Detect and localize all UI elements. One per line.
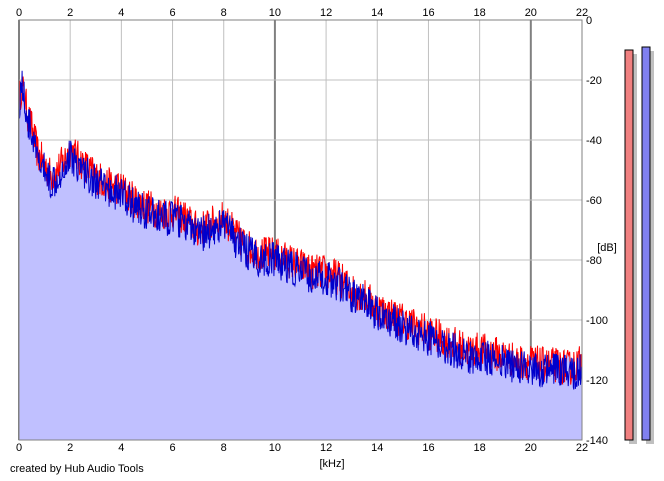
y-tick-label: -40 bbox=[586, 135, 602, 147]
x-tick-label-bottom: 18 bbox=[474, 442, 486, 454]
x-tick-label-top: 12 bbox=[320, 7, 332, 19]
x-tick-label-top: 20 bbox=[525, 7, 537, 19]
x-tick-label-top: 16 bbox=[422, 7, 434, 19]
x-tick-label-bottom: 2 bbox=[67, 442, 73, 454]
axis-layer: 002244668810101212141416161818202022220-… bbox=[16, 7, 608, 454]
y-tick-label: -80 bbox=[586, 255, 602, 267]
x-tick-label-top: 6 bbox=[169, 7, 175, 19]
meter-left bbox=[624, 49, 634, 441]
x-tick-label-bottom: 4 bbox=[118, 442, 124, 454]
x-tick-label-top: 14 bbox=[371, 7, 383, 19]
x-tick-label-bottom: 14 bbox=[371, 442, 383, 454]
x-tick-label-bottom: 12 bbox=[320, 442, 332, 454]
y-axis-label: [dB] bbox=[597, 242, 617, 254]
y-tick-label: -60 bbox=[586, 195, 602, 207]
meter-right bbox=[641, 46, 651, 441]
x-tick-label-bottom: 0 bbox=[16, 442, 22, 454]
x-tick-label-bottom: 10 bbox=[269, 442, 281, 454]
plot-border bbox=[18, 19, 583, 441]
x-tick-label-top: 22 bbox=[576, 7, 588, 19]
x-tick-label-top: 4 bbox=[118, 7, 124, 19]
level-meters bbox=[624, 46, 654, 444]
x-tick-label-bottom: 8 bbox=[221, 442, 227, 454]
y-tick-label: -20 bbox=[586, 75, 602, 87]
y-tick-label: -100 bbox=[586, 315, 608, 327]
y-tick-label: -140 bbox=[586, 435, 608, 447]
x-tick-label-top: 8 bbox=[221, 7, 227, 19]
x-axis-label: [kHz] bbox=[319, 458, 344, 470]
x-tick-label-bottom: 20 bbox=[525, 442, 537, 454]
x-tick-label-bottom: 16 bbox=[422, 442, 434, 454]
credit-text: created by Hub Audio Tools bbox=[10, 463, 144, 475]
y-tick-label: -120 bbox=[586, 375, 608, 387]
series-layer bbox=[18, 70, 583, 390]
x-tick-label-top: 10 bbox=[269, 7, 281, 19]
x-tick-label-top: 0 bbox=[16, 7, 22, 19]
y-tick-label: 0 bbox=[586, 15, 592, 27]
x-tick-label-top: 2 bbox=[67, 7, 73, 19]
series-line-blue bbox=[18, 70, 583, 390]
x-tick-label-top: 18 bbox=[474, 7, 486, 19]
x-tick-label-bottom: 6 bbox=[169, 442, 175, 454]
x-tick-label-bottom: 22 bbox=[576, 442, 588, 454]
